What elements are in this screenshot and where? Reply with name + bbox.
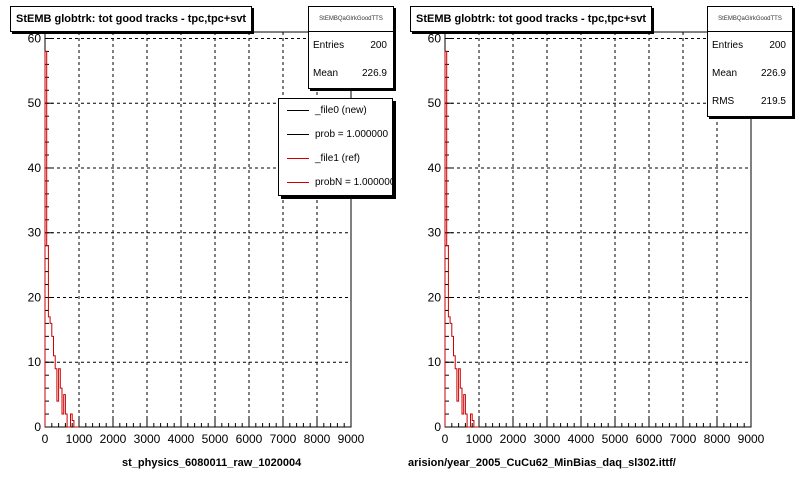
stats-rms-value: 219.5 [760,96,786,107]
plot-frame [44,31,352,428]
legend-swatch [287,110,309,111]
x-tick-label: 7000 [670,432,697,446]
stats-name: StEMBQaGlrkGoodTTS [708,7,792,32]
histogram-series-line [44,50,79,428]
x-axis-label-right: arision/year_2005_CuCu62_MinBias_daq_sl3… [408,457,676,469]
y-tick-label: 0 [434,420,441,434]
legend-label: _file1 (ref) [315,153,361,164]
stats-entries-row: Entries 200 [708,32,792,60]
x-tick-label: 2000 [100,432,127,446]
x-tick-label: 4000 [168,432,195,446]
y-tick-label: 10 [428,355,442,369]
stats-mean-row: Mean 226.9 [708,60,792,88]
stats-entries-value: 200 [370,40,387,51]
stats-mean-row: Mean 226.9 [309,60,393,88]
stats-mean-value: 226.9 [361,68,387,79]
x-tick-label: 1000 [466,432,493,446]
y-tick-label: 50 [428,96,442,110]
y-tick-label: 50 [28,96,42,110]
x-tick-label: 6000 [636,432,663,446]
x-tick-label: 8000 [704,432,731,446]
stats-entries-label: Entries [313,40,345,51]
y-tick-label: 10 [28,355,42,369]
y-tick-label: 0 [34,420,41,434]
x-tick-label: 3000 [534,432,561,446]
x-tick-label: 8000 [304,432,331,446]
x-tick-label: 9000 [738,432,765,446]
stats-box-right: StEMBQaGlrkGoodTTS Entries 200 Mean 226.… [707,6,793,117]
histogram-series-line [444,50,479,428]
x-tick-label: 2000 [500,432,527,446]
x-tick-label: 7000 [270,432,297,446]
stats-mean-label: Mean [712,68,738,79]
stats-box-left: StEMBQaGlrkGoodTTS Entries 200 Mean 226.… [308,6,394,89]
legend-entry: probN = 1.000000 [279,171,392,195]
stats-rms-row: RMS 219.5 [708,88,792,116]
legend-label: probN = 1.000000 [315,177,393,188]
legend-label: _file0 (new) [315,105,367,116]
y-tick-label: 60 [28,31,42,45]
legend-swatch [287,182,309,183]
legend-label: prob = 1.000000 [315,129,389,140]
plot-frame [444,31,752,428]
legend-entry: _file1 (ref) [279,147,392,171]
legend-swatch [287,158,309,159]
y-tick-label: 40 [428,161,442,175]
y-tick-label: 20 [428,290,442,304]
plot-title-left: StEMB globtrk: tot good tracks - tpc,tpc… [10,6,253,32]
y-tick-label: 30 [428,226,442,240]
legend-entry: _file0 (new) [279,99,392,123]
x-tick-label: 3000 [134,432,161,446]
plot-title-right: StEMB globtrk: tot good tracks - tpc,tpc… [410,6,653,32]
legend-entry: prob = 1.000000 [279,123,392,147]
x-tick-label: 4000 [568,432,595,446]
stats-entries-label: Entries [712,40,744,51]
y-tick-label: 60 [428,31,442,45]
stats-mean-value: 226.9 [760,68,786,79]
y-tick-label: 40 [28,161,42,175]
stats-rms-label: RMS [712,96,735,107]
x-tick-label: 5000 [602,432,629,446]
x-tick-label: 5000 [202,432,229,446]
legend-box: _file0 (new) prob = 1.000000 _file1 (ref… [278,98,393,196]
x-tick-label: 0 [442,432,449,446]
x-axis-label-left: st_physics_6080011_raw_1020004 [122,457,302,469]
stats-mean-label: Mean [313,68,339,79]
y-tick-label: 20 [28,290,42,304]
x-tick-label: 0 [42,432,49,446]
x-tick-label: 9000 [338,432,365,446]
legend-swatch [287,134,309,135]
x-tick-label: 1000 [66,432,93,446]
stats-entries-value: 200 [769,40,786,51]
stats-entries-row: Entries 200 [309,32,393,60]
x-tick-label: 6000 [236,432,263,446]
y-tick-label: 30 [28,226,42,240]
stats-name: StEMBQaGlrkGoodTTS [309,7,393,32]
